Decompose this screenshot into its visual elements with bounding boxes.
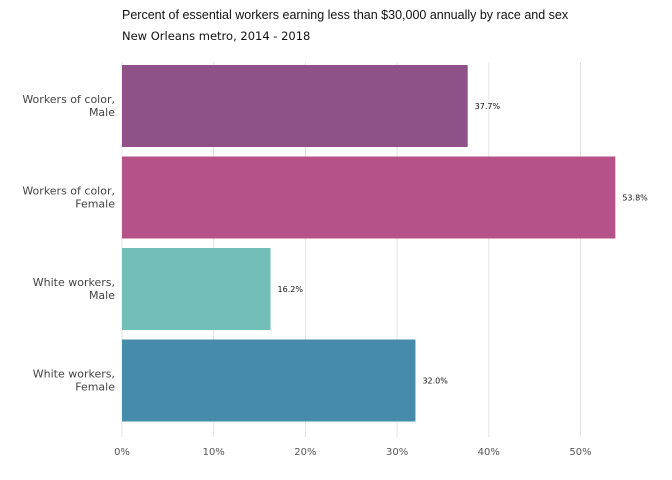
data-label: 16.2% [278, 285, 304, 294]
x-tick-label: 20% [294, 447, 316, 458]
x-tick-label: 30% [386, 447, 408, 458]
data-label: 53.8% [622, 194, 648, 203]
category-label: Workers of color, Male [22, 93, 115, 119]
category-label: Workers of color, Female [22, 185, 115, 211]
bar [122, 156, 616, 239]
chart-header: Percent of essential workers earning les… [122, 7, 667, 43]
bar [122, 65, 468, 147]
bar [122, 248, 271, 330]
chart-subtitle: New Orleans metro, 2014 - 2018 [122, 29, 311, 43]
x-tick-label: 0% [114, 447, 130, 458]
bar [122, 339, 416, 422]
data-label: 37.7% [475, 102, 501, 111]
category-label: White workers, Female [33, 368, 115, 394]
x-tick-label: 50% [569, 447, 591, 458]
chart-title: Percent of essential workers earning les… [122, 8, 569, 22]
x-tick-label: 40% [478, 447, 500, 458]
category-label: White workers, Male [33, 276, 115, 302]
data-label: 32.0% [422, 377, 448, 386]
x-tick-label: 10% [203, 447, 225, 458]
